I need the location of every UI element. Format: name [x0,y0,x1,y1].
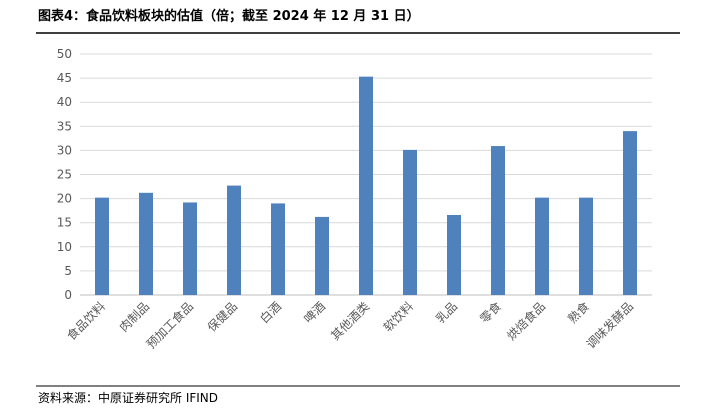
x-tick-label: 预加工食品 [143,299,196,352]
bar [623,131,637,295]
bar [95,197,109,295]
y-tick-label: 45 [57,71,72,85]
bar [447,214,461,295]
bar [315,216,329,295]
bar [139,192,153,295]
chart-title: 图表4：食品饮料板块的估值（倍；截至 2024 年 12 月 31 日） [38,8,420,24]
bar [227,185,241,295]
y-tick-label: 40 [57,95,72,109]
x-tick-label: 其他酒类 [328,299,372,343]
x-tick-label: 啤酒 [301,299,329,327]
x-tick-label: 零食 [477,299,505,327]
bar [271,203,285,295]
x-tick-label: 软饮料 [381,299,416,334]
y-tick-label: 35 [57,119,72,133]
y-tick-label: 15 [57,216,72,230]
x-tick-label: 食品饮料 [64,299,109,344]
y-tick-label: 0 [64,288,72,302]
x-tick-label: 白酒 [257,299,285,327]
bar [359,76,373,296]
y-tick-label: 25 [57,168,72,182]
x-tick-label: 调味发酵品 [583,299,636,352]
x-tick-label: 熟食 [565,299,593,327]
x-tick-label: 乳品 [433,299,460,326]
y-tick-label: 5 [64,264,72,278]
source: 资料来源：中原证券研究所 IFIND [38,390,218,405]
bar [403,149,417,295]
y-tick-label: 30 [57,143,72,157]
bar [535,197,549,295]
bar [491,146,505,295]
y-tick-label: 20 [57,192,72,206]
y-tick-label: 50 [57,47,72,61]
y-tick-label: 10 [57,240,72,254]
x-tick-label: 烘焙食品 [504,299,549,344]
x-tick-label: 保健品 [205,299,240,334]
bar [183,202,197,295]
x-tick-label: 肉制品 [117,299,152,334]
bar [579,197,593,295]
